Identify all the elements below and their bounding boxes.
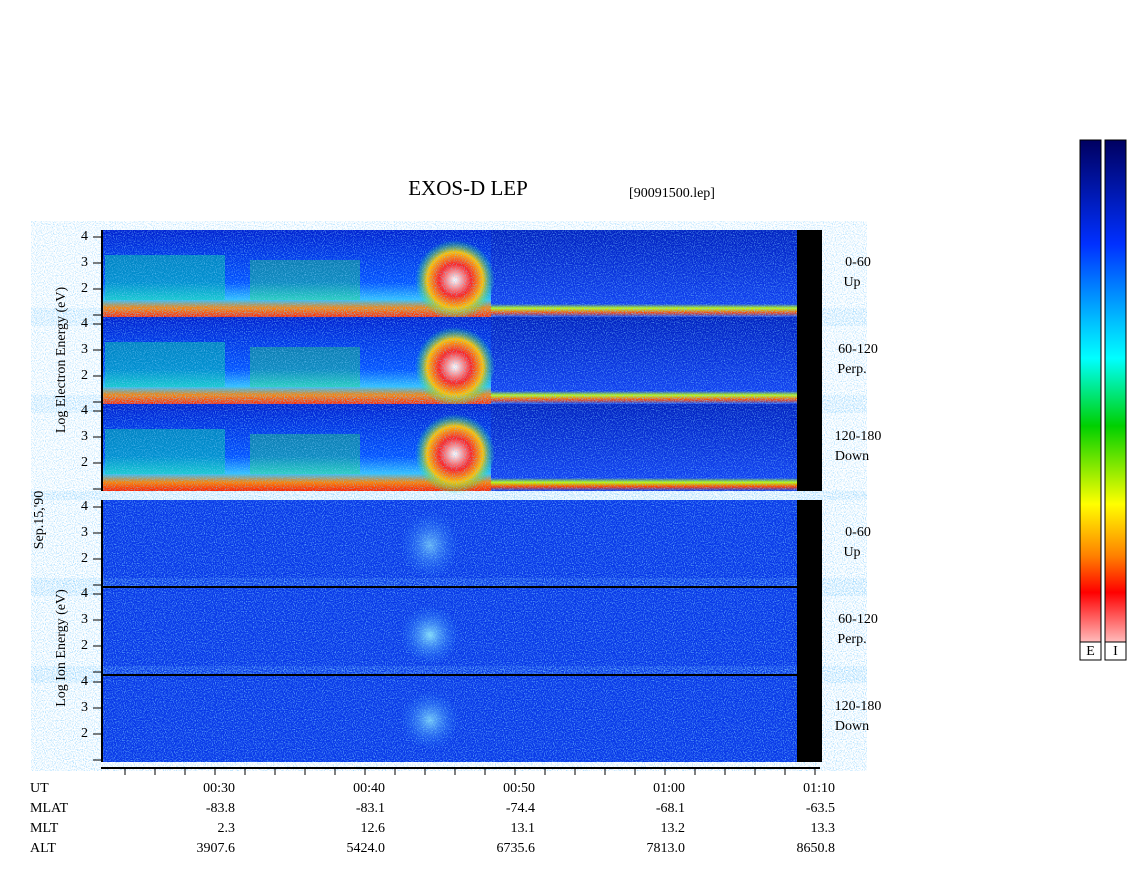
row-value: 3907.6 [197, 841, 236, 856]
colorbar-label-box [1079, 641, 1102, 661]
row-value: -83.8 [206, 801, 235, 816]
energy-tick-label: 4 [81, 499, 88, 514]
pitch-range: 120-180 [835, 699, 882, 714]
pitch-direction: Down [835, 449, 869, 464]
colorbar [1079, 139, 1102, 661]
energy-tick-label: 3 [81, 612, 88, 627]
row-value: 5424.0 [347, 841, 386, 856]
row-value: 13.2 [661, 821, 686, 836]
row-value: 00:40 [353, 781, 385, 796]
row-name: MLT [30, 821, 59, 836]
row-value: 7813.0 [647, 841, 686, 856]
row-value: 01:10 [803, 781, 835, 796]
energy-tick-label: 4 [81, 403, 88, 418]
pitch-direction: Up [843, 545, 860, 560]
energy-tick-label: 2 [81, 726, 88, 741]
energy-tick-label: 4 [81, 229, 88, 244]
energy-tick-label: 4 [81, 316, 88, 331]
energy-tick-label: 2 [81, 455, 88, 470]
row-value: 13.3 [811, 821, 836, 836]
electron-spectrogram [101, 230, 797, 494]
row-value: 6735.6 [497, 841, 536, 856]
energy-tick-label: 3 [81, 342, 88, 357]
pitch-range: 60-120 [838, 612, 878, 627]
row-value: 8650.8 [797, 841, 836, 856]
no-data-strip [797, 230, 822, 491]
row-name: UT [30, 781, 49, 796]
energy-tick-label: 2 [81, 638, 88, 653]
pitch-range: 0-60 [845, 525, 871, 540]
row-value: -74.4 [506, 801, 535, 816]
energy-tick-label: 2 [81, 281, 88, 296]
energy-tick-label: 3 [81, 525, 88, 540]
axis-label: Log Electron Energy (eV) [54, 287, 69, 434]
axis-label: Sep.15,'90 [32, 491, 47, 550]
row-value: 12.6 [361, 821, 386, 836]
no-data-strip [797, 500, 822, 762]
pitch-direction: Perp. [837, 632, 866, 647]
pitch-direction: Up [843, 275, 860, 290]
energy-tick-label: 4 [81, 674, 88, 689]
colorbar [1104, 139, 1127, 661]
row-value: 2.3 [218, 821, 236, 836]
file-name: [90091500.lep] [629, 186, 715, 201]
colorbar-label: E [1086, 644, 1095, 659]
row-value: 00:50 [503, 781, 535, 796]
row-name: MLAT [30, 801, 69, 816]
pitch-direction: Down [835, 719, 869, 734]
row-value: -68.1 [656, 801, 685, 816]
row-value: -63.5 [806, 801, 835, 816]
energy-tick-label: 3 [81, 429, 88, 444]
row-value: 00:30 [203, 781, 235, 796]
energy-tick-label: 2 [81, 368, 88, 383]
energy-tick-label: 2 [81, 551, 88, 566]
energy-tick-label: 3 [81, 255, 88, 270]
pitch-range: 120-180 [835, 429, 882, 444]
pitch-direction: Perp. [837, 362, 866, 377]
row-value: 13.1 [511, 821, 536, 836]
pitch-range: 60-120 [838, 342, 878, 357]
row-value: -83.1 [356, 801, 385, 816]
ion-spectrogram [101, 500, 797, 762]
row-value: 01:00 [653, 781, 685, 796]
energy-tick-label: 3 [81, 700, 88, 715]
pitch-range: 0-60 [845, 255, 871, 270]
colorbar-label-box [1104, 641, 1127, 661]
row-name: ALT [30, 841, 56, 856]
energy-tick-label: 4 [81, 586, 88, 601]
title: EXOS-D LEP [408, 176, 528, 200]
colorbar-label: I [1113, 644, 1118, 659]
axis-label: Log Ion Energy (eV) [54, 589, 69, 707]
